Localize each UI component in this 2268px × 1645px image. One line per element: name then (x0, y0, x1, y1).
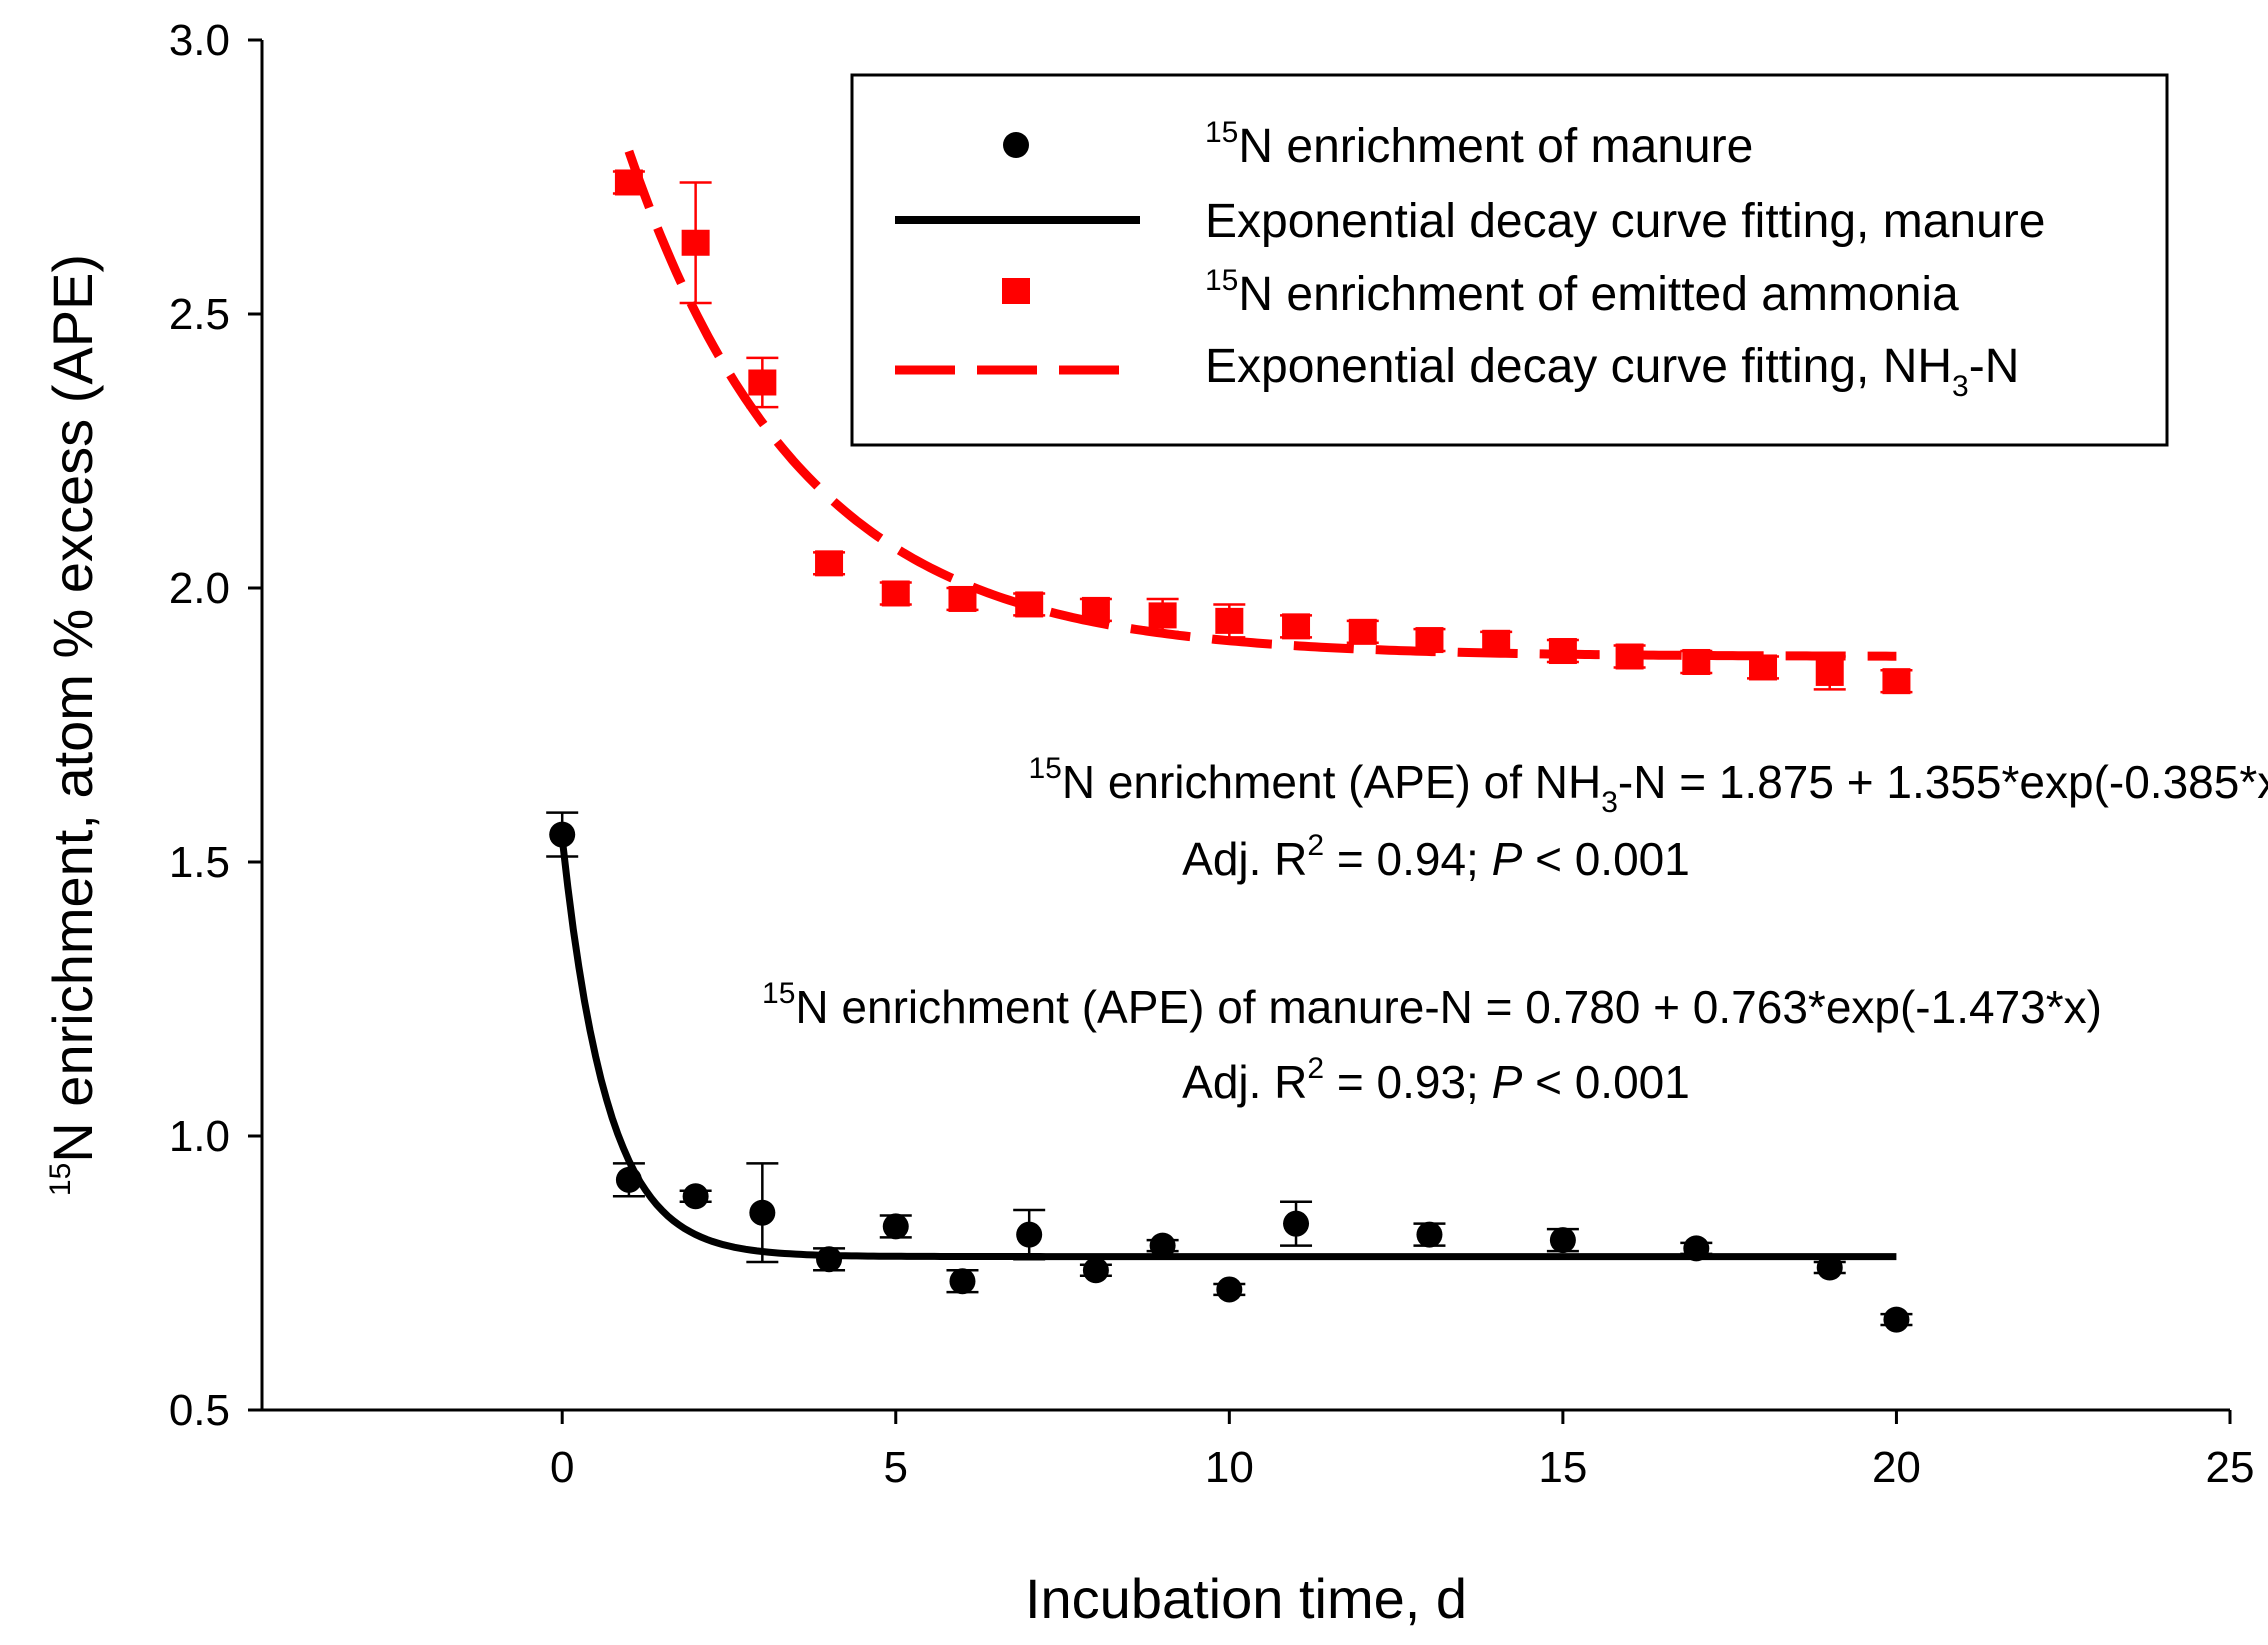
annotation-nh3-stats-post: < 0.001 (1522, 833, 1690, 885)
data-point-ammonia (1482, 629, 1511, 656)
annotation-nh3-stats-mid: = 0.94; (1324, 833, 1492, 885)
annotation-nh3-stats-italic: P (1492, 833, 1523, 885)
data-point-ammonia (815, 550, 844, 577)
y-tick-label: 1.0 (169, 1112, 230, 1161)
y-axis-title-text: N enrichment, atom % excess (APE) (41, 254, 104, 1163)
data-point-manure (1416, 1221, 1443, 1248)
data-point-manure (1883, 1306, 1910, 1333)
annotation-manure-stats-sup: 2 (1307, 1052, 1324, 1085)
legend-label-ammonia: 15N enrichment of emitted ammonia (1205, 264, 1959, 321)
annotation-nh3-equation-pre: N enrichment (APE) of NH (1062, 756, 1601, 808)
data-point-manure (1683, 1235, 1710, 1262)
fit-curve-nh3 (624, 149, 1897, 661)
data-point-manure (1283, 1210, 1310, 1237)
data-point-ammonia (881, 580, 910, 607)
data-point-manure (1216, 1276, 1243, 1303)
data-point-ammonia (1148, 602, 1177, 629)
data-point-ammonia (1815, 659, 1844, 686)
annotation-manure-equation: 15N enrichment (APE) of manure-N = 0.780… (762, 977, 2102, 1033)
x-axis-title: Incubation time, d (1025, 1567, 1467, 1630)
annotation-manure-equation-sup: 15 (762, 977, 795, 1010)
data-point-manure (749, 1199, 776, 1226)
y-tick-label: 2.5 (169, 290, 230, 339)
y-tick-label: 1.5 (169, 838, 230, 887)
x-tick-label: 20 (1872, 1443, 1921, 1492)
data-point-manure (1549, 1227, 1576, 1254)
data-point-ammonia (1015, 591, 1044, 618)
data-point-ammonia (1749, 654, 1778, 681)
data-point-ammonia (948, 585, 977, 612)
annotation-nh3-stats-sup: 2 (1307, 829, 1324, 862)
data-point-manure (1082, 1257, 1109, 1284)
data-point-ammonia (1415, 627, 1444, 654)
legend-label-ammonia-fit-tail: -N (1969, 340, 2020, 393)
annotation-manure-equation-text: N enrichment (APE) of manure-N = 0.780 +… (795, 981, 2102, 1033)
y-axis-title: 15N enrichment, atom % excess (APE) (41, 254, 104, 1196)
data-point-ammonia (1215, 607, 1244, 634)
annotation-manure-stats-mid: = 0.93; (1324, 1056, 1492, 1108)
data-point-ammonia (1548, 638, 1577, 665)
x-tick-label: 5 (884, 1443, 908, 1492)
y-tick-label: 3.0 (169, 16, 230, 65)
data-point-manure (615, 1166, 642, 1193)
annotation-nh3-stats: Adj. R2 = 0.94; P < 0.001 (1182, 829, 1690, 885)
data-point-manure (816, 1246, 843, 1273)
data-point-manure (1016, 1221, 1043, 1248)
data-point-ammonia (1348, 618, 1377, 645)
y-tick-label: 0.5 (169, 1386, 230, 1435)
legend-label-ammonia-fit-text: Exponential decay curve fitting, NH (1205, 340, 1952, 393)
x-tick-label: 15 (1538, 1443, 1587, 1492)
axis-ticks: 0.5 1.0 1.5 2.0 2.5 3.0 0 5 10 15 20 25 (169, 16, 2255, 1492)
data-point-manure (949, 1268, 976, 1295)
legend-label-ammonia-fit: Exponential decay curve fitting, NH3-N (1205, 340, 2019, 403)
annotation-nh3-stats-pre: Adj. R (1182, 833, 1307, 885)
data-point-manure (1816, 1254, 1843, 1281)
data-point-manure (882, 1213, 909, 1240)
legend-label-ammonia-text: N enrichment of emitted ammonia (1238, 268, 1959, 321)
annotation-nh3-equation-sup: 15 (1028, 752, 1061, 785)
annotation-manure-stats-italic: P (1492, 1056, 1523, 1108)
data-point-ammonia (1282, 613, 1311, 640)
annotation-manure-stats: Adj. R2 = 0.93; P < 0.001 (1182, 1052, 1690, 1108)
annotation-manure-stats-post: < 0.001 (1522, 1056, 1690, 1108)
legend-label-ammonia-sup: 15 (1205, 264, 1238, 297)
data-point-manure (549, 821, 576, 848)
legend-label-manure-sup: 15 (1205, 116, 1238, 149)
y-axis-title-sup: 15 (44, 1163, 77, 1196)
plot-area (546, 149, 1913, 1333)
x-tick-label: 0 (550, 1443, 574, 1492)
data-point-ammonia (1615, 643, 1644, 670)
annotation-nh3-equation-sub: 3 (1601, 786, 1618, 819)
y-tick-label: 2.0 (169, 564, 230, 613)
legend-marker-ammonia (1002, 278, 1030, 304)
data-point-ammonia (681, 229, 710, 256)
data-point-ammonia (1882, 668, 1911, 695)
legend-label-manure-fit: Exponential decay curve fitting, manure (1205, 195, 2045, 248)
fit-curve-manure (558, 837, 1897, 1261)
legend-label-manure-text: N enrichment of manure (1238, 120, 1753, 173)
legend-marker-manure (1003, 132, 1029, 158)
data-point-manure (1149, 1232, 1176, 1259)
legend: 15N enrichment of manure Exponential dec… (850, 73, 2169, 447)
data-point-manure (682, 1183, 709, 1210)
legend-box (850, 73, 2169, 447)
data-point-ammonia (1081, 596, 1110, 623)
annotation-nh3-equation-post: -N = 1.875 + 1.355*exp(-0.385*x) (1618, 756, 2268, 808)
annotation-nh3-equation: 15N enrichment (APE) of NH3-N = 1.875 + … (1028, 752, 2268, 819)
x-tick-label: 25 (2206, 1443, 2255, 1492)
data-point-ammonia (614, 169, 643, 196)
data-point-ammonia (1682, 648, 1711, 675)
legend-label-manure: 15N enrichment of manure (1205, 116, 1753, 173)
annotation-manure-stats-pre: Adj. R (1182, 1056, 1307, 1108)
data-point-ammonia (748, 369, 777, 396)
x-tick-label: 10 (1205, 1443, 1254, 1492)
legend-label-ammonia-fit-sub: 3 (1952, 370, 1969, 403)
